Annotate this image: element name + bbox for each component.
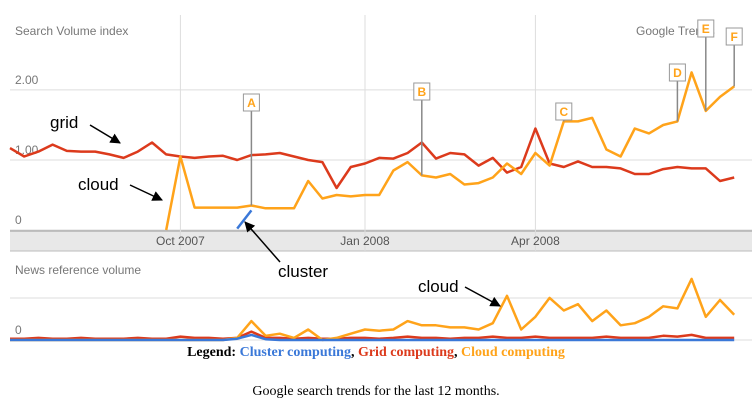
series-line	[10, 277, 736, 342]
flag-box	[413, 82, 431, 101]
x-axis-band	[10, 231, 752, 251]
chart: Search Volume index Google Trends News r…	[9, 15, 752, 342]
legend-entry: Cloud computing	[461, 345, 565, 360]
series-line	[236, 209, 253, 230]
annotation: cluster	[278, 262, 328, 281]
series-line	[10, 330, 735, 340]
flag-box	[697, 19, 715, 38]
annotation-arrow	[89, 124, 121, 144]
annotation: cloud	[418, 277, 459, 296]
chart-title: News reference volume	[15, 263, 141, 277]
flag-box	[555, 102, 573, 121]
annotation: cloud	[78, 175, 119, 194]
series-line	[164, 71, 735, 231]
chart-title: Search Volume index	[15, 24, 128, 38]
flag-label: C	[559, 105, 568, 119]
annotation-arrow	[129, 184, 163, 201]
flag-box	[668, 63, 686, 82]
legend-entry: Grid computing	[357, 345, 455, 360]
y-tick-label: 2.00	[15, 73, 39, 87]
y-tick-label: 0	[15, 213, 22, 227]
legend-separator: ,	[454, 345, 458, 360]
flag-label: E	[702, 22, 710, 36]
x-tick-label: Apr 2008	[511, 234, 560, 248]
x-tick-label: Jan 2008	[340, 234, 390, 248]
flag-label: B	[417, 85, 426, 99]
x-tick-label: Oct 2007	[156, 234, 205, 248]
flag-label: A	[247, 96, 256, 110]
legend-separator: ,	[350, 345, 355, 360]
annotation-arrow	[244, 221, 281, 263]
series-line	[10, 333, 735, 342]
legend: Legend: Cluster computing, Grid computin…	[0, 345, 752, 361]
annotation-arrow	[464, 286, 501, 307]
legend-prefix: Legend:	[187, 345, 237, 360]
flag-box	[725, 27, 743, 46]
flag-label: F	[731, 30, 738, 44]
flag-label: D	[673, 66, 682, 80]
source-label: Google Trends	[636, 24, 715, 38]
caption: Google search trends for the last 12 mon…	[252, 384, 500, 399]
legend-entry: Cluster computing	[239, 345, 351, 360]
flag-box	[242, 93, 260, 112]
series-line	[9, 127, 735, 190]
annotation: grid	[50, 113, 78, 132]
y-tick-label: 0	[15, 323, 22, 337]
